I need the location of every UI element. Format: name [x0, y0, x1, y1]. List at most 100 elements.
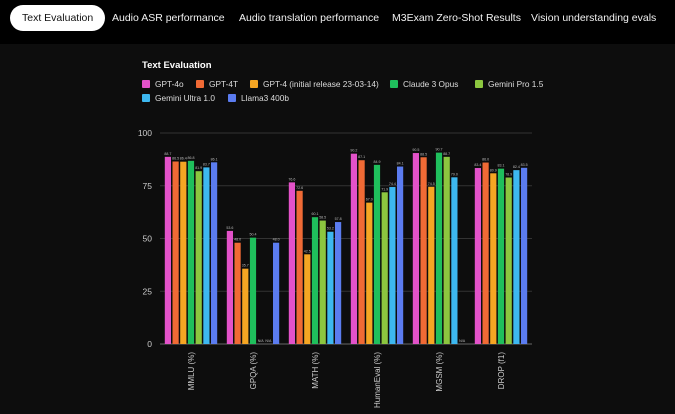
- bar: [249, 237, 257, 344]
- y-tick-label: 0: [147, 339, 152, 349]
- legend-item: GPT-4T: [196, 78, 238, 90]
- data-label: 86.0: [482, 158, 489, 162]
- data-label: 86.8: [188, 156, 195, 160]
- bar: [180, 161, 187, 344]
- x-tick-label: DROP (f1): [497, 352, 506, 390]
- bar: [451, 177, 458, 344]
- data-label: 57.8: [335, 217, 342, 221]
- bar: [420, 157, 427, 344]
- data-label: 60.1: [312, 212, 319, 216]
- data-label: 71.9: [381, 187, 388, 191]
- legend-item: Gemini Ultra 1.0: [142, 92, 215, 104]
- data-label: 58.5: [319, 216, 326, 220]
- tab-audio-translation-performance[interactable]: Audio translation performance: [239, 12, 380, 24]
- y-tick-label: 100: [138, 128, 152, 138]
- data-label: 78.9: [505, 173, 512, 177]
- legend-swatch: [142, 94, 150, 102]
- tab-audio-asr-performance[interactable]: Audio ASR performance: [112, 12, 225, 24]
- legend-label: Llama3 400b: [241, 93, 289, 103]
- legend-swatch: [250, 80, 258, 88]
- legend-item: GPT-4o: [142, 78, 184, 90]
- y-tick-label: 75: [143, 181, 153, 191]
- legend-item: GPT-4 (initial release 23-03-14): [250, 78, 379, 90]
- data-label: N/A: [459, 339, 466, 343]
- bar: [358, 160, 365, 344]
- data-label: 83.5: [521, 163, 528, 167]
- data-label: 90.7: [436, 148, 443, 152]
- bar: [373, 164, 381, 344]
- bar: [164, 156, 171, 344]
- tab-vision-understanding-evals[interactable]: Vision understanding evals: [531, 12, 657, 24]
- legend-label: GPT-4 (initial release 23-03-14): [263, 79, 379, 89]
- bar: [288, 182, 295, 344]
- bar: [412, 153, 419, 344]
- y-tick-label: 25: [143, 286, 153, 296]
- x-tick-label: HumanEval (%): [373, 352, 382, 408]
- bar: [482, 162, 489, 344]
- data-label: 86.4: [180, 157, 187, 161]
- legend-label: Claude 3 Opus: [403, 79, 459, 89]
- data-label: 84.1: [397, 162, 404, 166]
- bar: [366, 202, 373, 344]
- bar: [319, 220, 326, 344]
- bar: [397, 166, 404, 344]
- data-label: 80.9: [490, 168, 497, 172]
- bar: [521, 167, 528, 344]
- tab-text-evaluation[interactable]: Text Evaluation: [10, 5, 106, 31]
- bar: [203, 167, 210, 344]
- bar: [234, 242, 241, 344]
- data-label: 48.0: [234, 238, 241, 242]
- data-label: 88.5: [420, 152, 427, 156]
- bar: [242, 268, 249, 344]
- data-label: 88.7: [164, 152, 171, 156]
- data-label: 88.7: [443, 152, 450, 156]
- bar: [187, 160, 195, 344]
- bar: [505, 177, 512, 344]
- bar: [226, 230, 233, 344]
- data-label: 81.9: [195, 166, 202, 170]
- y-tick-label: 50: [143, 234, 153, 244]
- legend-swatch: [196, 80, 204, 88]
- bar: [428, 186, 435, 344]
- tab-bar: Text Evaluation Audio ASR performance Audi…: [0, 0, 675, 36]
- data-label: N/A: [258, 339, 265, 343]
- data-label: 48.0: [273, 238, 280, 242]
- data-label: 83.1: [498, 164, 505, 168]
- bar: [497, 168, 505, 344]
- bar: [273, 242, 280, 344]
- data-label: N/A: [265, 339, 272, 343]
- x-tick-label: MGSM (%): [435, 352, 444, 392]
- bar: [327, 231, 334, 344]
- data-label: 83.4: [474, 163, 481, 167]
- legend-item: Gemini Pro 1.5: [475, 78, 543, 90]
- data-label: 86.1: [211, 157, 218, 161]
- bar: [335, 222, 342, 344]
- data-label: 53.6: [226, 226, 233, 230]
- legend-label: GPT-4o: [155, 79, 184, 89]
- data-label: 74.4: [389, 182, 396, 186]
- data-label: 87.1: [358, 155, 365, 159]
- data-label: 82.4: [513, 165, 520, 169]
- bar: [311, 217, 319, 344]
- legend-label: GPT-4T: [209, 79, 239, 89]
- data-label: 74.5: [428, 182, 435, 186]
- bar: [172, 161, 179, 344]
- data-label: 76.6: [288, 177, 295, 181]
- data-label: 84.9: [374, 160, 381, 164]
- bar: [304, 254, 311, 344]
- legend-swatch: [475, 80, 483, 88]
- legend-swatch: [390, 80, 398, 88]
- data-label: 35.7: [242, 264, 249, 268]
- x-tick-label: MMLU (%): [187, 352, 196, 391]
- bar: [381, 192, 388, 344]
- chart-title: Text Evaluation: [142, 60, 212, 71]
- tab-m3exam-zero-shot-results[interactable]: M3Exam Zero-Shot Results: [392, 12, 521, 24]
- x-tick-label: MATH (%): [311, 352, 320, 389]
- x-tick-label: GPQA (%): [249, 352, 258, 390]
- legend-swatch: [228, 94, 236, 102]
- data-label: 50.4: [250, 233, 257, 237]
- bar: [513, 170, 520, 344]
- data-label: 53.2: [327, 227, 334, 231]
- data-label: 79.0: [451, 172, 458, 176]
